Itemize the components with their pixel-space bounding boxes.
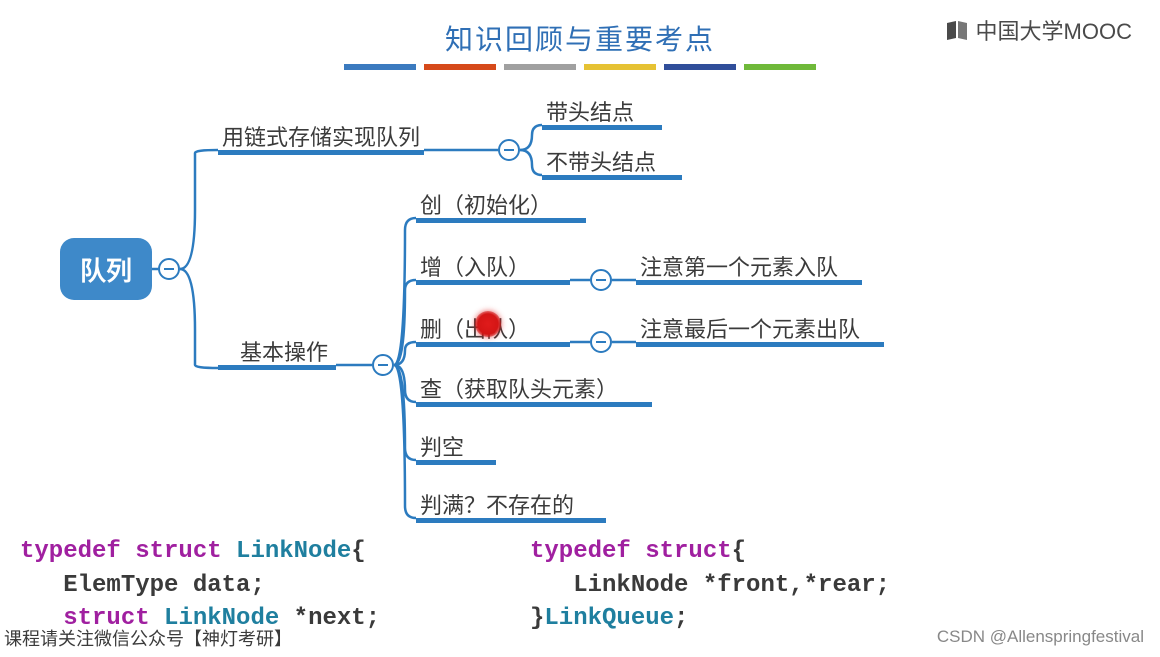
underline-add xyxy=(416,280,570,285)
underline-basic xyxy=(218,365,336,370)
color-segment xyxy=(744,64,816,70)
watermark-bottom-left: 课程请关注微信公众号【神灯考研】 xyxy=(4,625,292,651)
color-segment xyxy=(584,64,656,70)
watermark-bottom-right: CSDN @Allenspringfestival xyxy=(937,627,1144,647)
root-label: 队列 xyxy=(80,251,132,288)
node-empty: 判空 xyxy=(420,430,464,462)
color-segment xyxy=(344,64,416,70)
node-get: 查（获取队头元素） xyxy=(420,372,618,404)
mindmap: 队列 用链式存储实现队列基本操作带头结点不带头结点创（初始化）增（入队）删（出队… xyxy=(0,90,1160,530)
code-left: typedef struct LinkNode{ ElemType data; … xyxy=(20,535,380,636)
node-create: 创（初始化） xyxy=(420,188,552,220)
color-segment xyxy=(424,64,496,70)
underline-full xyxy=(416,518,606,523)
underline-note_del xyxy=(636,342,884,347)
node-note_add: 注意第一个元素入队 xyxy=(640,250,838,282)
node-add: 增（入队） xyxy=(420,250,530,282)
root-node: 队列 xyxy=(60,238,152,300)
laser-pointer xyxy=(475,311,501,337)
collapse-toggle-1[interactable] xyxy=(498,139,520,161)
underline-withhead xyxy=(542,125,662,130)
color-segment xyxy=(504,64,576,70)
collapse-toggle-2[interactable] xyxy=(372,354,394,376)
book-icon xyxy=(944,18,970,42)
node-linkstore: 用链式存储实现队列 xyxy=(222,120,420,152)
underline-note_add xyxy=(636,280,862,285)
underline-get xyxy=(416,402,652,407)
node-note_del: 注意最后一个元素出队 xyxy=(640,312,860,344)
underline-linkstore xyxy=(218,150,424,155)
node-full: 判满？不存在的 xyxy=(420,488,574,520)
node-withhead: 带头结点 xyxy=(546,95,634,127)
mooc-logo: 中国大学MOOC xyxy=(944,14,1132,46)
underline-nohead xyxy=(542,175,682,180)
code-right: typedef struct{ LinkNode *front,*rear;}L… xyxy=(530,535,890,636)
underline-empty xyxy=(416,460,496,465)
color-segment xyxy=(664,64,736,70)
underline-del xyxy=(416,342,570,347)
collapse-toggle-3[interactable] xyxy=(590,269,612,291)
node-nohead: 不带头结点 xyxy=(546,145,656,177)
color-bar xyxy=(344,64,816,70)
underline-create xyxy=(416,218,586,223)
node-basic: 基本操作 xyxy=(240,335,328,367)
collapse-toggle-4[interactable] xyxy=(590,331,612,353)
collapse-toggle-0[interactable] xyxy=(158,258,180,280)
logo-text: 中国大学MOOC xyxy=(976,14,1132,46)
page-title: 知识回顾与重要考点 xyxy=(445,18,715,58)
